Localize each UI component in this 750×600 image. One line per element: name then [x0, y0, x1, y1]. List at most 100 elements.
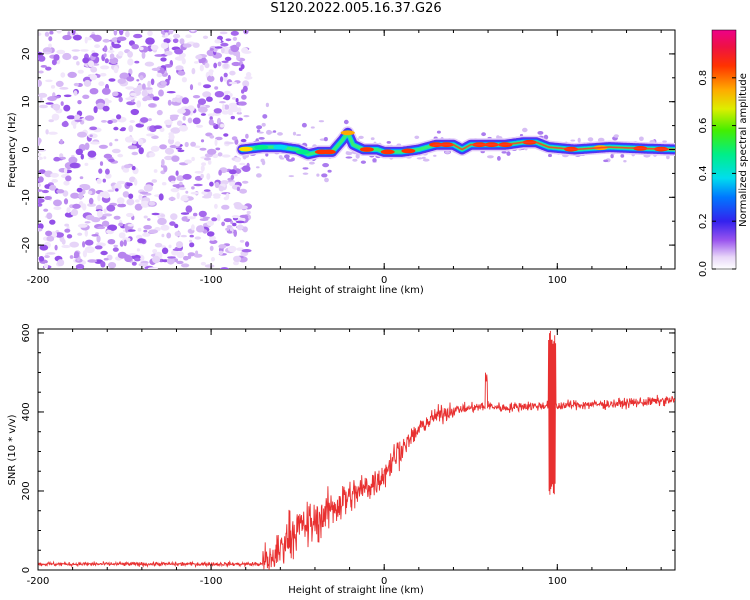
noise-blotch	[170, 213, 178, 221]
noise-blotch	[211, 217, 218, 222]
noise-blotch	[117, 251, 127, 259]
noise-blotch	[139, 191, 149, 195]
ridge-scatter	[265, 102, 269, 108]
noise-blotch	[157, 217, 167, 225]
noise-blotch	[123, 164, 132, 169]
noise-blotch	[116, 197, 125, 205]
noise-blotch	[75, 263, 85, 269]
noise-blotch	[87, 150, 97, 158]
noise-blotch	[127, 145, 138, 150]
ridge-scatter	[296, 134, 302, 136]
noise-blotch	[180, 234, 187, 238]
noise-blotch	[239, 162, 246, 166]
x-tick-label: 0	[381, 275, 387, 286]
noise-blotch	[178, 187, 186, 191]
noise-blotch	[174, 48, 184, 55]
y-tick-label: 600	[21, 323, 32, 342]
noise-blotch	[142, 97, 148, 102]
noise-blotch	[179, 181, 183, 186]
noise-blotch	[70, 210, 77, 216]
noise-blotch	[138, 194, 143, 201]
noise-blotch	[74, 119, 83, 123]
noise-blotch	[108, 78, 116, 82]
ridge-scatter	[256, 173, 262, 178]
noise-blotch	[221, 47, 225, 54]
noise-blotch	[90, 141, 100, 145]
noise-blotch	[245, 133, 249, 139]
noise-blotch	[132, 140, 137, 145]
noise-blotch	[89, 73, 98, 81]
noise-blotch	[199, 147, 207, 151]
noise-blotch	[200, 139, 205, 143]
noise-blotch	[236, 224, 244, 231]
ridge-scatter	[324, 177, 329, 183]
colorbar-label: Normalized spectral amplitude	[738, 73, 749, 227]
snr-panel: -200 -100 0 100 0 200 400 600 Height of straigh…	[7, 323, 676, 596]
ridge-scatter	[570, 139, 576, 142]
ridge-scatter	[386, 141, 391, 144]
ridge-scatter	[266, 129, 272, 135]
noise-blotch	[66, 207, 71, 214]
noise-blotch	[176, 175, 185, 182]
noise-blotch	[170, 180, 176, 184]
y-tick-label: -20	[21, 237, 32, 253]
ridge-scatter	[577, 137, 581, 143]
noise-blotch	[161, 182, 167, 186]
noise-blotch	[239, 239, 245, 243]
y-tick-label: 20	[21, 48, 32, 61]
noise-blotch	[151, 212, 160, 216]
noise-blotch	[84, 36, 88, 44]
noise-blotch	[148, 152, 156, 158]
noise-blotch	[168, 30, 174, 35]
ridge-scatter	[662, 140, 667, 143]
noise-blotch	[127, 58, 134, 66]
noise-blotch	[113, 244, 118, 248]
ridge-scatter	[522, 127, 528, 133]
noise-blotch	[158, 89, 164, 97]
noise-blotch	[108, 158, 115, 163]
noise-blotch	[176, 241, 183, 249]
noise-blotch	[38, 203, 43, 207]
noise-blotch	[98, 168, 103, 174]
noise-blotch	[38, 223, 44, 230]
noise-blotch	[60, 156, 66, 160]
noise-blotch	[241, 249, 252, 253]
noise-blotch	[147, 30, 153, 36]
noise-blotch	[100, 250, 108, 256]
noise-blotch	[176, 120, 183, 126]
noise-blotch	[112, 91, 119, 97]
ridge-scatter	[543, 134, 549, 140]
noise-blotch	[47, 96, 57, 102]
noise-blotch	[75, 148, 84, 155]
noise-blotch	[38, 92, 48, 98]
noise-blotch	[50, 85, 56, 89]
noise-blotch	[133, 33, 143, 39]
noise-blotch	[84, 246, 95, 254]
noise-blotch	[38, 79, 42, 87]
y-tick-label: 200	[21, 481, 32, 500]
noise-blotch	[128, 253, 137, 256]
noise-region	[38, 30, 253, 269]
noise-blotch	[179, 125, 188, 132]
noise-blotch	[72, 203, 81, 209]
noise-blotch	[150, 44, 159, 51]
noise-blotch	[209, 245, 214, 251]
noise-blotch	[233, 255, 242, 263]
noise-blotch	[137, 227, 142, 232]
noise-blotch	[141, 51, 146, 59]
noise-blotch	[128, 193, 134, 199]
noise-blotch	[218, 244, 227, 249]
noise-blotch	[174, 223, 179, 229]
ridge-scatter	[639, 136, 644, 142]
noise-blotch	[209, 116, 213, 121]
noise-blotch	[200, 165, 205, 172]
ridge-scatter	[277, 132, 283, 136]
noise-blotch	[147, 267, 158, 269]
noise-blotch	[57, 259, 65, 267]
ridge-hotspot	[401, 148, 416, 154]
noise-blotch	[241, 47, 249, 54]
noise-blotch	[89, 126, 98, 131]
spectrogram-y-label: Frequency (Hz)	[7, 112, 18, 188]
noise-blotch	[168, 175, 176, 183]
noise-blotch	[109, 57, 119, 65]
